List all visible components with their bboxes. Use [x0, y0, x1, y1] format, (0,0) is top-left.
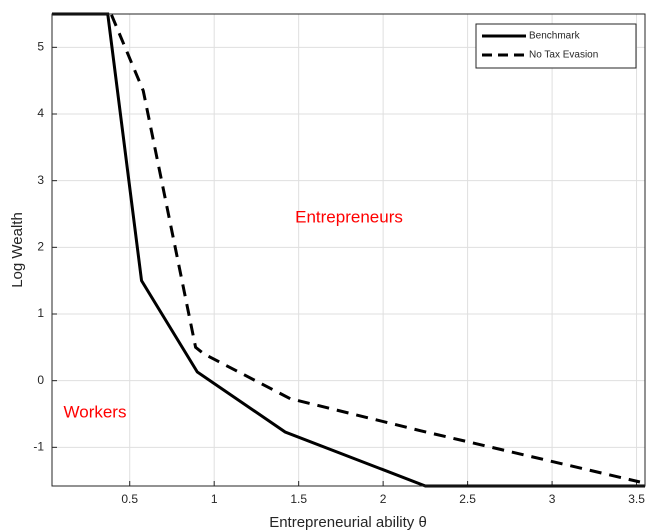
- annotation: Workers: [64, 402, 127, 421]
- x-tick-label: 1.5: [290, 492, 307, 506]
- axes-box: [51, 13, 646, 487]
- y-tick-label: 3: [37, 173, 44, 187]
- legend-label: Benchmark: [529, 31, 581, 42]
- y-tick-label: 1: [37, 306, 44, 320]
- y-tick-label: 5: [37, 40, 44, 54]
- x-axis-label: Entrepreneurial ability θ: [269, 514, 427, 531]
- x-tick-label: 3: [549, 492, 556, 506]
- annotation: Entrepreneurs: [295, 207, 403, 226]
- x-tick-label: 2: [380, 492, 387, 506]
- series-line: [52, 12, 641, 484]
- y-tick-label: -1: [33, 440, 44, 454]
- legend: Benchmark No Tax Evasion: [475, 23, 637, 69]
- x-tick-label: 2.5: [459, 492, 476, 506]
- x-tick-label: 0.5: [121, 492, 138, 506]
- x-tick-label: 1: [211, 492, 218, 506]
- x-tick-label: 3.5: [628, 492, 645, 506]
- y-tick-label: 0: [37, 373, 44, 387]
- legend-box: [475, 23, 637, 69]
- y-tick-label: 2: [37, 240, 44, 254]
- legend-label: No Tax Evasion: [529, 50, 598, 61]
- y-tick-label: 4: [37, 106, 44, 120]
- y-axis-label: Log Wealth: [9, 212, 26, 288]
